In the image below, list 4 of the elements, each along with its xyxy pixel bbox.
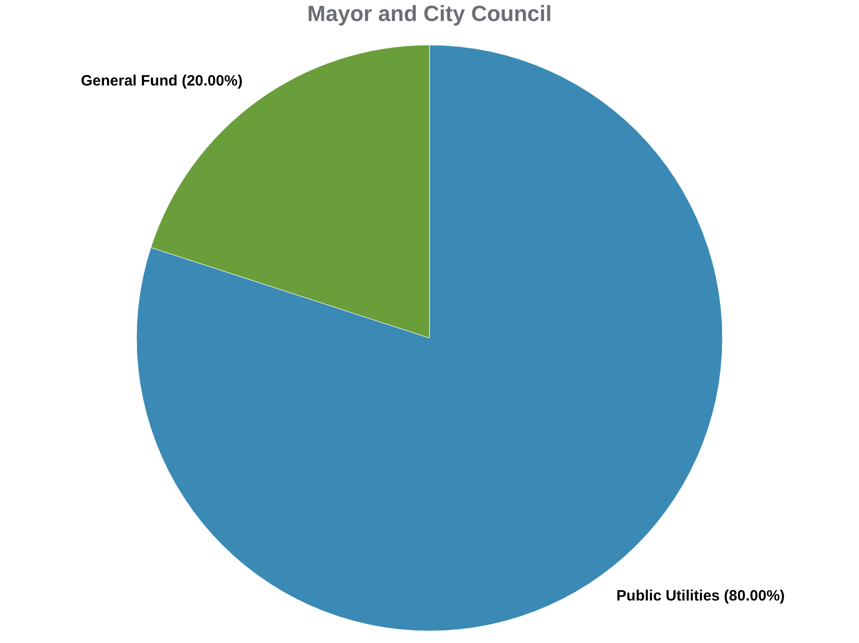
slice-label: General Fund (20.00%)	[80, 72, 243, 90]
pie-slice	[136, 44, 723, 631]
chart-title: Mayor and City Council	[307, 1, 552, 26]
slice-label: Public Utilities (80.00%)	[616, 587, 785, 604]
